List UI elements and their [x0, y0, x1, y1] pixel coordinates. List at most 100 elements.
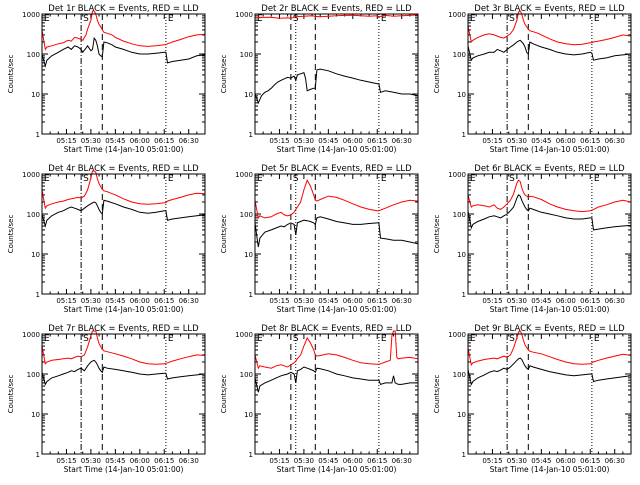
y-tick-label: 1000	[22, 171, 40, 179]
x-tick-label: 06:15	[154, 137, 174, 145]
x-tick-label: 06:15	[367, 137, 387, 145]
time-marker-label: S	[293, 174, 299, 184]
x-tick-label: 05:15	[56, 457, 76, 465]
x-tick-label: 06:15	[580, 137, 600, 145]
panel-data	[255, 178, 418, 248]
panel-data	[468, 330, 631, 386]
y-tick-label: 1000	[448, 331, 466, 339]
lld-series-line	[255, 178, 418, 220]
x-tick-label: 05:30	[294, 137, 314, 145]
x-tick-label: 06:00	[556, 137, 576, 145]
panel-det-2: Det 2r BLACK = Events, RED = LLD Counts/s…	[220, 4, 419, 154]
y-tick-label: 100	[27, 371, 40, 379]
lld-series-line	[468, 330, 631, 366]
y-tick-label: 100	[240, 371, 253, 379]
x-tick-label: 05:30	[294, 457, 314, 465]
plot-frame	[41, 13, 206, 135]
x-tick-label: 05:15	[269, 137, 289, 145]
x-tick-label: 05:30	[507, 137, 527, 145]
lld-series-line	[42, 170, 205, 210]
y-tick-label: 1	[462, 451, 466, 459]
time-marker-label: S	[83, 334, 89, 344]
time-marker-label: E	[470, 334, 476, 344]
panel-title: Det 8r BLACK = Events, RED = LLD	[261, 324, 412, 334]
x-tick-label: 06:30	[605, 137, 625, 145]
panel-title: Det 7r BLACK = Events, RED = LLD	[48, 324, 199, 334]
y-axis-label: Counts/sec	[433, 215, 441, 254]
x-tick-label: 05:45	[531, 297, 551, 305]
x-axis-label: Start Time (14-Jan-10 05:01:00)	[64, 145, 184, 154]
x-axis-label: Start Time (14-Jan-10 05:01:00)	[490, 465, 610, 474]
y-axis-label: Counts/sec	[7, 375, 15, 414]
x-tick-label: 06:00	[130, 457, 150, 465]
x-tick-label: 05:45	[318, 297, 338, 305]
lld-series-line	[255, 14, 418, 19]
y-tick-label: 1000	[235, 331, 253, 339]
panel-data	[255, 14, 418, 105]
time-marker-label: E	[257, 334, 263, 344]
y-tick-label: 100	[27, 211, 40, 219]
time-marker-label: E	[168, 174, 174, 184]
x-tick-label: 06:30	[179, 297, 199, 305]
x-tick-label: 06:00	[343, 137, 363, 145]
x-tick-label: 05:45	[531, 457, 551, 465]
x-tick-label: 05:15	[269, 297, 289, 305]
plot-frame	[467, 333, 632, 455]
x-tick-label: 06:00	[343, 297, 363, 305]
lld-series-line	[468, 179, 631, 213]
lld-series-line	[255, 330, 418, 370]
x-tick-label: 06:00	[343, 457, 363, 465]
plot-frame	[41, 173, 206, 295]
x-tick-label: 05:45	[105, 457, 125, 465]
x-axis-label: Start Time (14-Jan-10 05:01:00)	[277, 465, 397, 474]
time-marker-label: S	[509, 334, 515, 344]
time-marker-label: S	[509, 14, 515, 24]
x-tick-label: 06:15	[580, 457, 600, 465]
plot-frame	[254, 333, 419, 455]
time-marker-label: E	[44, 334, 50, 344]
time-marker-label: S	[293, 334, 299, 344]
y-tick-label: 1000	[22, 11, 40, 19]
panel-det-7: Det 7r BLACK = Events, RED = LLD Counts/s…	[7, 324, 206, 474]
x-tick-label: 06:00	[130, 137, 150, 145]
x-tick-label: 05:30	[507, 457, 527, 465]
y-tick-label: 10	[31, 251, 40, 259]
panel-det-9: Det 9r BLACK = Events, RED = LLD Counts/s…	[433, 324, 632, 474]
y-tick-label: 10	[457, 251, 466, 259]
panel-title: Det 6r BLACK = Events, RED = LLD	[474, 164, 625, 174]
y-tick-label: 1000	[235, 171, 253, 179]
y-tick-label: 100	[240, 51, 253, 59]
y-axis-label: Counts/sec	[220, 215, 228, 254]
y-tick-label: 10	[244, 411, 253, 419]
y-axis-label: Counts/sec	[7, 215, 15, 254]
panel-data	[42, 330, 205, 386]
lld-series-line	[42, 330, 205, 365]
y-tick-label: 1	[249, 131, 253, 139]
panel-data	[42, 10, 205, 68]
y-tick-label: 10	[244, 251, 253, 259]
x-tick-label: 06:30	[392, 137, 412, 145]
x-axis-label: Start Time (14-Jan-10 05:01:00)	[490, 305, 610, 314]
x-tick-label: 05:30	[81, 297, 101, 305]
plot-frame	[41, 333, 206, 455]
y-tick-label: 1	[249, 451, 253, 459]
time-marker-label: E	[168, 334, 174, 344]
time-marker-label: E	[381, 174, 387, 184]
plot-frame	[467, 13, 632, 135]
y-tick-label: 100	[27, 51, 40, 59]
time-marker-label: S	[509, 174, 515, 184]
panel-data	[468, 10, 631, 62]
time-marker-label: E	[381, 14, 387, 24]
x-tick-label: 06:15	[154, 297, 174, 305]
x-tick-label: 05:45	[531, 137, 551, 145]
x-tick-label: 06:30	[392, 297, 412, 305]
lld-series-line	[42, 10, 205, 51]
time-marker-label: E	[257, 174, 263, 184]
y-tick-label: 10	[457, 91, 466, 99]
y-axis-label: Counts/sec	[433, 375, 441, 414]
x-tick-label: 06:15	[154, 457, 174, 465]
y-tick-label: 1000	[235, 11, 253, 19]
panel-det-3: Det 3r BLACK = Events, RED = LLD Counts/s…	[433, 4, 632, 154]
x-tick-label: 05:15	[56, 137, 76, 145]
time-marker-label: E	[257, 14, 263, 24]
